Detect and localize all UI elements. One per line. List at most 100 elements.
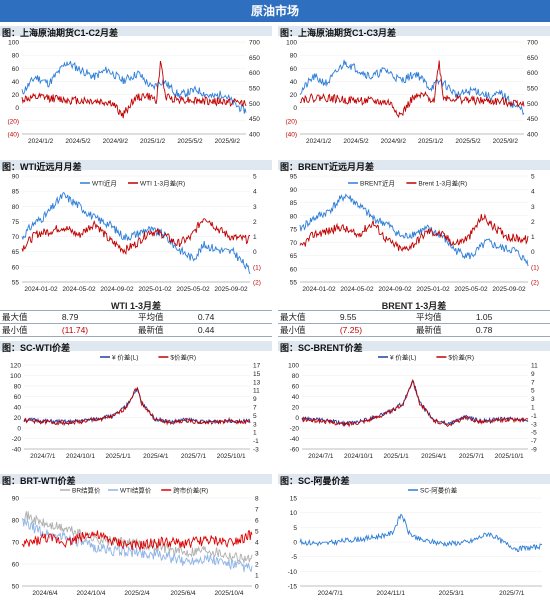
y-tick-label: 40	[290, 79, 298, 86]
y-tick-label: 70	[12, 234, 20, 241]
y2-tick-label: -3	[253, 447, 259, 454]
chart-panel-brent-spread: 图：BRENT近远月月差 95 90 85 80 75 70 65 60 55 5 4 3 2 1 0 (1)…	[278, 160, 550, 298]
y2-tick-label: (1)	[531, 264, 539, 271]
stat-label: 最大值	[280, 312, 306, 322]
stat-value: 9.55	[339, 312, 357, 322]
y2-tick-label: 3	[255, 551, 259, 558]
chart-title: 图：上海原油期货C1-C2月差	[2, 28, 119, 38]
y-tick-label: (40)	[7, 132, 19, 139]
y2-tick-label: 5	[531, 388, 535, 395]
y-tick-label: 90	[12, 496, 20, 503]
x-tick-label: 2024-05-02	[340, 286, 374, 293]
y-tick-label: 75	[12, 219, 20, 226]
y2-tick-label: -5	[531, 430, 537, 437]
y-tick-label: 20	[12, 92, 20, 99]
y-tick-label: -20	[290, 426, 300, 433]
x-tick-label: 2025-01-02	[416, 286, 450, 293]
y-tick-label: -20	[12, 436, 22, 443]
stat-value: (7.25)	[339, 325, 363, 335]
x-tick-label: 2024/5/2	[343, 138, 369, 145]
y2-tick-label: 600	[527, 70, 538, 77]
y-tick-label: 20	[292, 405, 300, 412]
y-tick-label: 40	[292, 394, 300, 401]
y-tick-label: 80	[290, 53, 298, 60]
x-tick-label: 2025-09-02	[214, 286, 248, 293]
legend-label: $价差(R)	[448, 353, 474, 362]
y2-tick-label: 4	[255, 540, 259, 547]
y-tick-label: -40	[290, 436, 300, 443]
x-tick-label: 2024-01-02	[24, 286, 58, 293]
y-tick-label: 85	[12, 189, 20, 196]
x-tick-label: 2025/1/2	[140, 138, 166, 145]
y2-tick-label: 700	[249, 40, 260, 47]
x-tick-label: 2025/1/2	[418, 138, 444, 145]
chart-title: 图：BRENT近远月月差	[280, 162, 374, 172]
y2-tick-label: 2	[253, 219, 257, 226]
y2-tick-label: 17	[253, 363, 261, 370]
x-tick-label: 2024-01-02	[302, 286, 336, 293]
series-line	[21, 218, 250, 256]
legend-label: ¥ 价差(L)	[390, 353, 416, 362]
y-tick-label: 65	[12, 249, 20, 256]
x-tick-label: 2025/4/1	[421, 453, 447, 460]
y-tick-label: 0	[295, 415, 299, 422]
x-tick-label: 2024/9/2	[103, 138, 129, 145]
y2-tick-label: 1	[531, 405, 535, 412]
chart-panel-wti-spread: 图：WTI近远月月差 90 85 80 75 70 65 60 55 5 4 3 2 1 0 (1) (2) 2…	[0, 160, 272, 298]
y2-tick-label: 9	[531, 371, 535, 378]
x-tick-label: 2024/5/2	[65, 138, 91, 145]
chart-title: 图：上海原油期货C1-C3月差	[280, 28, 397, 38]
x-tick-label: 2025-05-02	[454, 286, 488, 293]
y-tick-label: 55	[290, 280, 298, 287]
y2-tick-label: 7	[531, 379, 535, 386]
y2-tick-label: 1	[253, 234, 257, 241]
y-tick-label: 90	[290, 187, 298, 194]
y2-tick-label: 9	[253, 396, 257, 403]
legend-label: 跨市价差(R)	[173, 486, 208, 495]
y2-tick-label: (1)	[253, 264, 261, 271]
y2-tick-label: 0	[253, 249, 257, 256]
x-tick-label: 2025/10/1	[495, 453, 524, 460]
stats-title: BRENT 1-3月差	[381, 301, 447, 311]
y2-tick-label: (2)	[531, 280, 539, 287]
y2-tick-label: 11	[253, 388, 260, 395]
chart-title: 图：SC-WTI价差	[2, 343, 70, 353]
series-line	[299, 213, 529, 252]
y2-tick-label: 2	[255, 562, 259, 569]
y-tick-label: 20	[14, 415, 22, 422]
y2-tick-label: 450	[527, 116, 538, 123]
x-tick-label: 2025/9/2	[215, 138, 241, 145]
chart-panel-sc-oman: 图：SC-阿曼价差 15 10 5 0 -5 -10 -15 2024/7/1 2024/11/…	[278, 474, 550, 602]
y-tick-label: 15	[290, 496, 298, 503]
y2-tick-label: -7	[531, 438, 537, 445]
y-tick-label: 60	[14, 394, 22, 401]
x-tick-label: 2024-09-02	[378, 286, 412, 293]
y-tick-label: 65	[290, 253, 298, 260]
y2-tick-label: -9	[531, 447, 537, 454]
y-tick-label: 100	[8, 40, 19, 47]
y2-tick-label: 450	[249, 116, 260, 123]
chart-panel-sc-wti: 图：SC-WTI价差 120 100 80 60 40 20 0 -20 -40 17 15 13 11…	[0, 341, 272, 465]
y-tick-label: 95	[290, 174, 298, 181]
y-tick-label: 60	[12, 66, 20, 73]
x-tick-label: 2025/5/2	[177, 138, 203, 145]
y2-tick-label: 400	[527, 132, 538, 139]
legend-label: Brent 1-3月差(R)	[418, 179, 467, 188]
x-tick-label: 2024/10/1	[344, 453, 373, 460]
y2-tick-label: 1	[253, 430, 257, 437]
y-tick-label: 100	[10, 373, 21, 380]
y2-tick-label: 8	[255, 496, 259, 503]
y2-tick-label: 3	[253, 421, 257, 428]
y2-tick-label: 500	[249, 101, 260, 108]
y2-tick-label: -3	[531, 421, 537, 428]
y2-tick-label: 7	[255, 507, 259, 514]
series-line	[299, 60, 525, 119]
x-tick-label: 2024/10/1	[66, 453, 95, 460]
y2-tick-label: 550	[249, 86, 260, 93]
y2-tick-label: 4	[253, 189, 257, 196]
y2-tick-label: 11	[531, 363, 538, 370]
y2-tick-label: 3	[531, 204, 535, 211]
x-tick-label: 2025-01-02	[138, 286, 172, 293]
series-line	[299, 193, 529, 267]
